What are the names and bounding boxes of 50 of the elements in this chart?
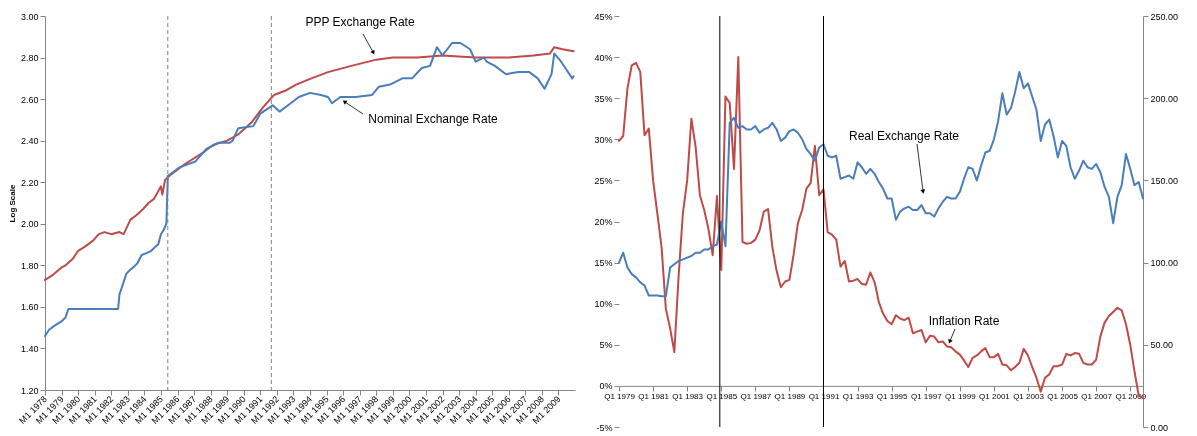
x-tick-label: Q1 1995 xyxy=(876,392,909,402)
x-tick-label: Q1 1999 xyxy=(944,392,977,402)
y-tick-label: 5% xyxy=(599,340,613,351)
x-tick-label: Q1 2005 xyxy=(1047,392,1079,402)
y-tick-label: 10% xyxy=(594,299,613,310)
y2-tick-label: 150.00 xyxy=(1150,175,1179,186)
y-tick-label: 2.60 xyxy=(20,94,39,105)
x-tick-label: Q1 2007 xyxy=(1081,392,1113,402)
y2-tick-label: 0.00 xyxy=(1150,422,1169,433)
x-tick-label: Q1 1985 xyxy=(706,392,738,402)
y2-tick-label: 200.00 xyxy=(1150,93,1179,104)
x-tick-label: Q1 1997 xyxy=(910,392,943,402)
line-series xyxy=(44,42,575,337)
y-tick-label: 3.00 xyxy=(20,11,39,22)
x-tick-label: Q1 1989 xyxy=(774,392,806,402)
y-axis-title: Log Scale xyxy=(7,184,17,223)
series-label: Inflation Rate xyxy=(928,314,1000,328)
y-tick-label: -5% xyxy=(596,422,613,433)
series-label: Nominal Exchange Rate xyxy=(368,112,499,126)
y-tick-label: 1.60 xyxy=(20,302,39,313)
y-tick-label: 45% xyxy=(594,11,613,22)
y-tick-label: 2.40 xyxy=(20,136,39,147)
line-series xyxy=(44,46,575,281)
y-tick-label: 40% xyxy=(594,52,613,63)
y2-tick-label: 100.00 xyxy=(1150,258,1179,269)
y-tick-label: 30% xyxy=(594,134,613,145)
y-tick-label: 25% xyxy=(594,175,613,186)
x-tick-label: Q1 1993 xyxy=(842,392,874,402)
line-series xyxy=(618,56,1144,400)
y2-tick-label: 250.00 xyxy=(1150,11,1179,22)
x-tick-label: Q1 1981 xyxy=(638,392,670,402)
y-tick-label: 1.80 xyxy=(20,260,39,271)
line-series xyxy=(618,70,1144,298)
y-tick-label: 20% xyxy=(594,217,613,227)
y-tick-label: 1.20 xyxy=(20,385,39,396)
x-tick-label: Q1 2001 xyxy=(979,392,1011,402)
y-tick-label: 1.40 xyxy=(20,343,39,354)
x-tick-label: Q1 1983 xyxy=(672,392,704,402)
y-tick-label: 2.00 xyxy=(20,219,39,230)
y-tick-label: 0% xyxy=(599,381,613,392)
text: PPP Exchange Rate xyxy=(305,15,415,29)
y-tick-label: 15% xyxy=(594,258,613,269)
x-tick-label: Q1 1987 xyxy=(740,392,772,402)
x-tick-label: Q1 1979 xyxy=(604,392,636,402)
y-tick-label: 2.80 xyxy=(20,53,39,64)
y-tick-label: 35% xyxy=(594,93,613,104)
y-tick-label: 2.20 xyxy=(20,177,39,188)
series-label: Real Exchange Rate xyxy=(848,129,960,143)
x-tick-label: Q1 2003 xyxy=(1013,392,1045,402)
y2-tick-label: 50.00 xyxy=(1150,340,1174,351)
